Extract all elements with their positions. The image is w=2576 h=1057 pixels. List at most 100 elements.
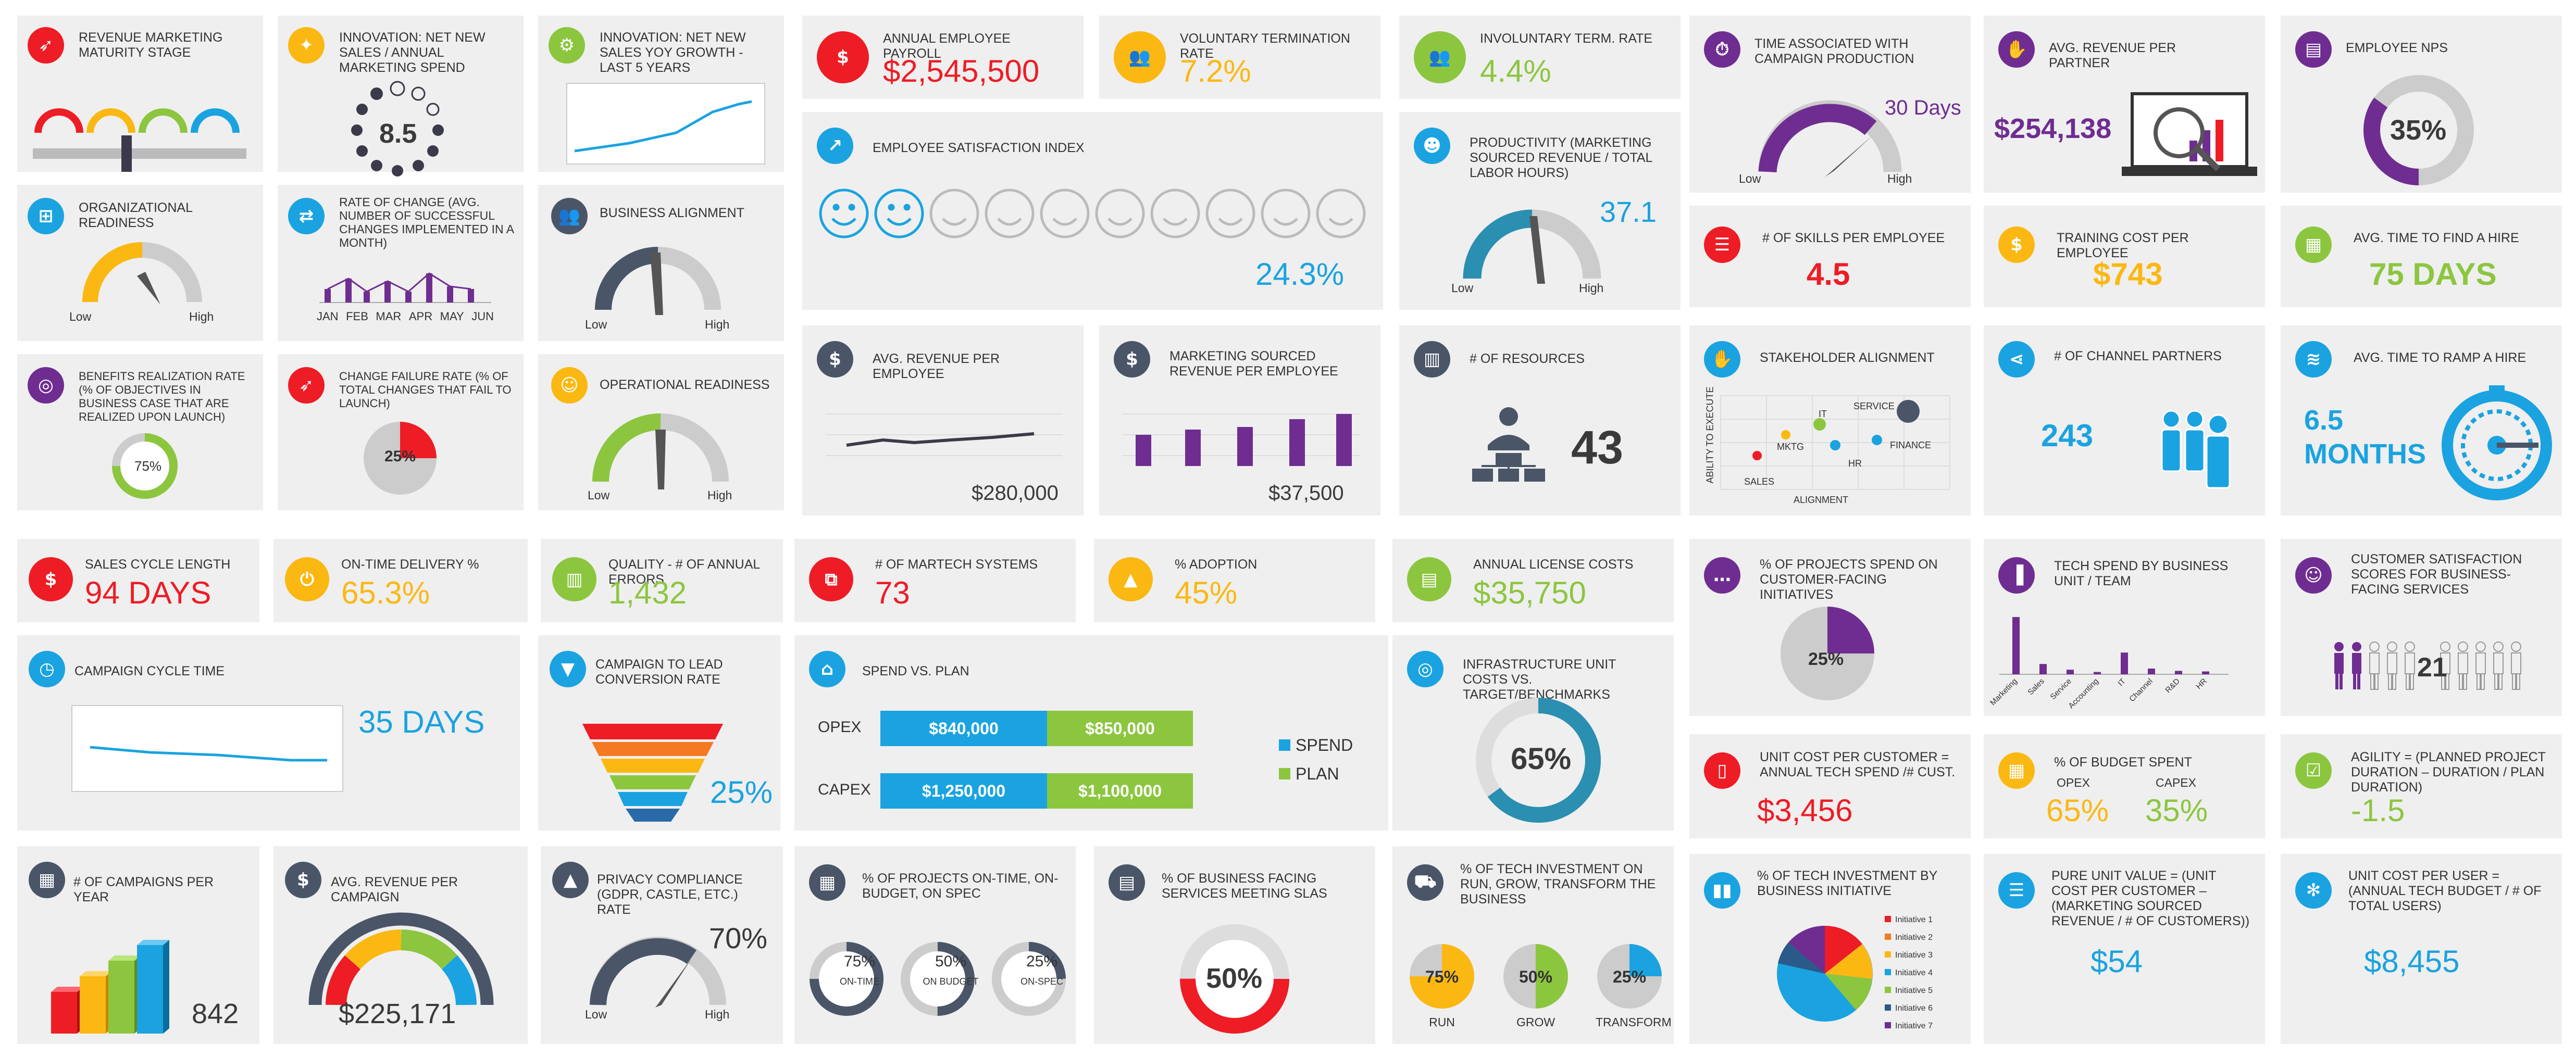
payroll-value: $2,545,500 [883, 54, 1040, 89]
card-agility: ☑ AGILITY = (PLANNED PROJECT DURATION – … [2281, 734, 2562, 838]
legend-label: Initiative 2 [1895, 933, 1933, 942]
csat-value: 21 [2417, 652, 2447, 683]
money-person-icon: $ [1114, 341, 1150, 378]
onbudget-donut-label: ON BUDGET [923, 976, 979, 987]
share-icon: ⋖ [1998, 341, 2035, 378]
month-label: FEB [346, 310, 368, 323]
card-title: TECH SPEND BY BUSINESS UNIT / TEAM [2054, 559, 2229, 588]
scatter-label: FINANCE [1890, 440, 1932, 450]
sales-cycle-value: 94 DAYS [85, 575, 211, 610]
card-title: VOLUNTARY TERMINATION RATE [1180, 31, 1350, 61]
card-title: INVOLUNTARY TERM. RATE [1480, 31, 1653, 46]
phone-icon: ▯ [1704, 752, 1740, 789]
card-title: SPEND VS. PLAN [862, 664, 969, 678]
card-sales-cycle: $ SALES CYCLE LENGTH 94 DAYS [17, 539, 259, 622]
x-axis-label: ALIGNMENT [1794, 495, 1849, 505]
legend-spend-label: SPEND [1296, 736, 1353, 754]
opex-spend-bar: $840,000 [880, 711, 1047, 746]
benefits-donut-chart [112, 433, 178, 499]
legend-item: Initiative 3 [1885, 947, 1933, 964]
card-title: OPERATIONAL READINESS [600, 378, 770, 392]
org-readiness-gauge [82, 242, 202, 305]
gauge-low-label: Low [585, 1008, 607, 1021]
operational-readiness-gauge [592, 413, 729, 489]
gear-bulb-icon: ⚙ [549, 27, 585, 64]
card-title: EMPLOYEE SATISFACTION INDEX [873, 141, 1085, 155]
revenue-campaign-value: $225,171 [339, 998, 456, 1029]
calculator-icon: ▦ [1998, 752, 2035, 789]
legend-label: Initiative 4 [1895, 968, 1933, 977]
category-label: HR [2194, 677, 2208, 691]
bar-marketing [2012, 617, 2020, 674]
conversion-value: 25% [710, 775, 773, 810]
money-icon: $ [817, 31, 869, 83]
involuntary-termination-value: 4.4% [1480, 54, 1551, 89]
card-tech-initiative: ▮▮ % OF TECH INVESTMENT BY BUSINESS INIT… [1689, 854, 1971, 1044]
card-rate-of-change: ⇄ RATE OF CHANGE (AVG. NUMBER OF SUCCESS… [278, 185, 524, 341]
card-title: # OF MARTECH SYSTEMS [875, 557, 1038, 572]
run-pie-label: RUN [1429, 1015, 1455, 1029]
campaign-cycle-line [71, 705, 343, 792]
martech-value: 73 [875, 575, 910, 610]
campaigns-3d-bars [51, 940, 169, 1034]
benefits-value: 75% [134, 458, 162, 474]
card-voluntary-termination: 👥 VOLUNTARY TERMINATION RATE 7.2% [1099, 16, 1380, 99]
team-icon: 👥 [1114, 31, 1166, 83]
card-title: RATE OF CHANGE (AVG. NUMBER OF SUCCESSFU… [339, 195, 514, 249]
power-icon: ⏻ [285, 557, 329, 601]
card-time-to-hire: ▦ AVG. TIME TO FIND A HIRE 75 DAYS [2281, 206, 2562, 307]
card-title: % OF TECH INVESTMENT ON RUN, GROW, TRANS… [1460, 862, 1656, 907]
calendar-icon: ▦ [2295, 227, 2332, 263]
partners-people-icon [2161, 410, 2231, 489]
target-icon: ◎ [1407, 651, 1443, 687]
slas-donut-chart [1180, 924, 1289, 1034]
stakeholder-scatter-chart [1720, 395, 1950, 490]
resources-value: 43 [1571, 422, 1624, 474]
csat-people-icons [2334, 641, 2521, 690]
card-campaigns-per-year: ▦ # OF CAMPAIGNS PER YEAR 842 [17, 846, 259, 1044]
run-pie-value: 75% [1425, 967, 1459, 986]
revenue-employee-value: $280,000 [972, 482, 1059, 505]
legend-spend-swatch [1279, 739, 1290, 751]
bar-sales [2039, 664, 2047, 674]
card-title: # OF CHANNEL PARTNERS [2054, 349, 2222, 363]
card-title: # OF SKILLS PER EMPLOYEE [1762, 231, 1945, 245]
onbudget-donut-value: 50% [935, 953, 967, 970]
satisfaction-value: 24.3% [1255, 257, 1345, 292]
card-title: UNIT COST PER USER = (ANNUAL TECH BUDGET… [2348, 869, 2542, 913]
gauge-high-label: High [1579, 281, 1604, 295]
ramp-value: 6.5 [2304, 405, 2344, 436]
gauge-low-label: Low [1739, 172, 1761, 185]
capex-spend-bar: $1,250,000 [880, 773, 1047, 809]
card-title: % OF PROJECTS SPEND ON CUSTOMER-FACING I… [1760, 557, 1938, 602]
growth-icon: ▲ [1109, 557, 1153, 601]
pure-unit-value: $54 [2090, 944, 2143, 979]
customer-projects-pie [1781, 607, 1874, 700]
card-avg-revenue-partner: ✋ AVG. REVENUE PER PARTNER $254,138 [1984, 16, 2265, 193]
card-pure-unit-value: ☰ PURE UNIT VALUE = (UNIT COST PER CUSTO… [1984, 854, 2265, 1044]
card-revenue-per-campaign: $ AVG. REVENUE PER CAMPAIGN $225,171 [273, 846, 528, 1044]
maturity-stage-indicator [33, 108, 246, 172]
bank-icon: ⌂ [809, 651, 845, 687]
gauge-high-label: High [1887, 172, 1912, 185]
ontime-value: 65.3% [341, 575, 430, 610]
bottles-icon: ▮▮ [1704, 872, 1740, 909]
card-martech-systems: ⧉ # OF MARTECH SYSTEMS 73 [794, 539, 1076, 622]
conversion-funnel [582, 724, 723, 822]
card-title: PURE UNIT VALUE = (UNIT COST PER CUSTOME… [2051, 869, 2250, 928]
card-budget-spent: ▦ % OF BUDGET SPENT OPEX CAPEX 65% 35% [1984, 734, 2265, 838]
bar-channel [2148, 669, 2155, 674]
category-label: Channel [2127, 677, 2155, 704]
row-label-capex: CAPEX [818, 781, 871, 798]
bar-chart-icon: ▐ [1998, 557, 2035, 594]
card-unit-cost-user: ✻ UNIT COST PER USER = (ANNUAL TECH BUDG… [2281, 854, 2562, 1044]
dollar-refresh-icon: $ [29, 557, 73, 601]
card-change-failure: ➶ CHANGE FAILURE RATE (% OF TOTAL CHANGE… [278, 354, 524, 510]
gauge-high-label: High [707, 488, 732, 502]
card-productivity: ☻ PRODUCTIVITY (MARKETING SOURCED REVENU… [1399, 112, 1681, 310]
scatter-label: IT [1819, 409, 1827, 419]
card-title: BUSINESS ALIGNMENT [600, 206, 744, 220]
clock-icon: ◷ [29, 651, 65, 687]
calendar-icon: ▦ [809, 864, 845, 901]
